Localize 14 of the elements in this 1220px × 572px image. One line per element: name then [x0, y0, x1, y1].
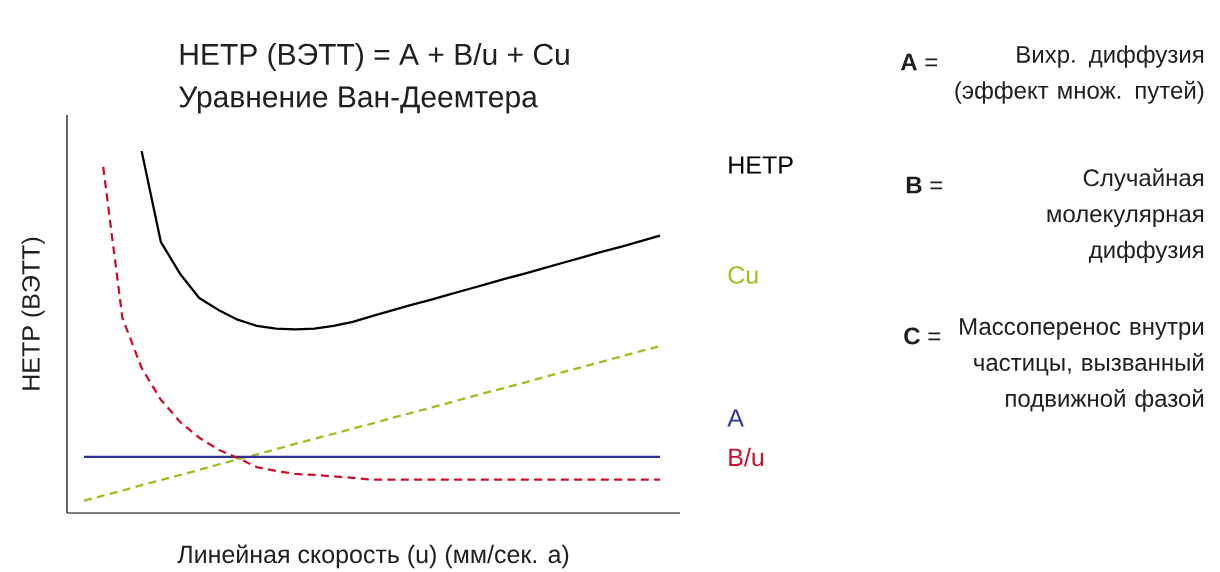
text: Cu	[728, 266, 758, 284]
text: Массоперенос внутри частицы, вызванный подвижной фазой	[960, 318, 1204, 412]
text: A	[727, 409, 744, 427]
y-axis-title: HETP (ВЭТТ)	[21, 237, 45, 390]
text: C =	[904, 327, 941, 345]
x-axis-title: Линейная скорость (u) (мм/сек. a)	[177, 544, 569, 569]
text: Случайная молекулярная диффузия	[1047, 168, 1204, 264]
text: B =	[906, 176, 943, 194]
text: Вихр. диффузия (эффект множ. путей)	[955, 45, 1204, 104]
text: HETP	[729, 156, 793, 174]
text: A =	[900, 53, 938, 71]
chart-subtitle: Уравнение Ван-Деемтера	[179, 86, 538, 114]
text: B/u	[729, 447, 764, 467]
chart-title: HETP (ВЭТТ) = A + B/u + Cu	[180, 43, 569, 71]
